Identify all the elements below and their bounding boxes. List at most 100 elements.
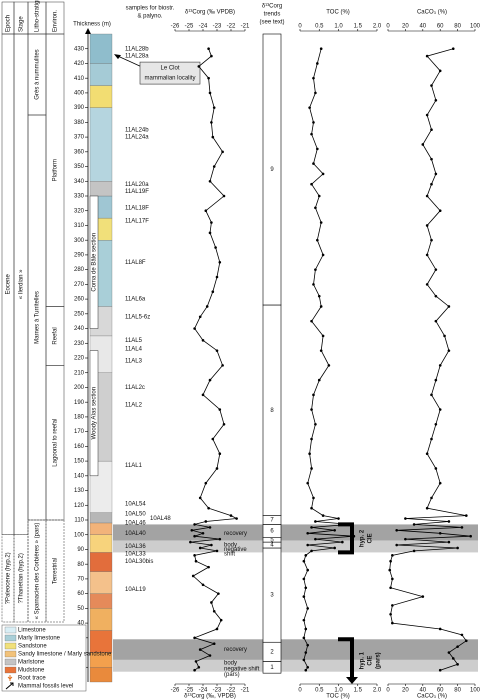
sample-label: 10AL33 [125, 551, 146, 557]
unit-label: Marnes à Turritelles [35, 291, 41, 344]
x-tick-label: 60 [437, 24, 444, 30]
data-point [306, 665, 310, 669]
samples-header: & palyno. [137, 14, 162, 20]
data-point [222, 194, 226, 198]
data-point [235, 517, 238, 520]
data-point [312, 76, 315, 80]
sample-label: 11AL20a [125, 182, 149, 188]
data-point [210, 543, 213, 547]
unit-label: Platform [53, 159, 59, 181]
data-point [395, 529, 399, 532]
data-point [460, 633, 464, 637]
thickness-tick-label: 400 [74, 90, 85, 96]
lithology-layer [89, 608, 113, 631]
annotation: negative [224, 547, 247, 553]
cie-band [113, 540, 478, 553]
locality-arrow [117, 55, 141, 67]
profile-line [389, 48, 471, 671]
data-point [306, 568, 310, 572]
data-point [308, 452, 311, 456]
trend-label: 1 [270, 665, 274, 671]
column-header: Epoch [6, 15, 12, 32]
data-point [430, 157, 433, 161]
cie-label: CIE [368, 656, 374, 666]
x-tick-label: 60 [437, 688, 444, 694]
thickness-tick-label: 120 [74, 503, 85, 509]
data-point [465, 514, 468, 517]
x-tick-label: 40 [419, 688, 426, 694]
data-point [229, 514, 233, 517]
data-point [469, 534, 472, 538]
data-point [310, 467, 313, 470]
data-point [314, 422, 317, 426]
axis-arrow [85, 28, 91, 34]
annotation: body [224, 543, 237, 549]
thickness-tick-label: 50 [77, 606, 84, 612]
data-point [218, 537, 222, 541]
data-point [208, 91, 212, 95]
sample-label: 11AL6a [125, 297, 146, 303]
data-point [447, 349, 451, 352]
thickness-tick-label: 350 [74, 164, 85, 170]
data-point [389, 559, 392, 563]
x-tick-label: -25 [185, 688, 194, 694]
cie-band [113, 639, 478, 660]
data-point [388, 568, 392, 572]
data-point [207, 565, 210, 569]
data-point [404, 537, 407, 541]
data-point [412, 549, 416, 553]
data-point [438, 668, 442, 672]
x-tick-label: 1.5 [354, 24, 363, 30]
thickness-tick-label: 380 [74, 120, 85, 126]
data-point [190, 529, 194, 532]
trends-title: (see text) [259, 20, 284, 26]
thickness-tick-label: 300 [74, 238, 85, 244]
data-point [438, 408, 442, 411]
thickness-tick-label: 220 [74, 356, 85, 362]
locality-arrowhead [114, 54, 121, 60]
lithology-layer [89, 593, 113, 609]
data-point [304, 627, 308, 631]
data-point [210, 121, 213, 124]
data-point [194, 559, 198, 563]
x-tick-label: -23 [213, 24, 222, 30]
data-point [208, 654, 212, 657]
thickness-tick-label: 240 [74, 326, 85, 332]
data-point [434, 172, 438, 176]
sample-label: 11AL17F [125, 219, 149, 225]
data-point [404, 517, 407, 520]
data-point [321, 253, 325, 257]
x-tick-label: 0.5 [315, 24, 324, 30]
sample-label: 11AL28b [125, 46, 149, 52]
chart-title: TOC (%) [326, 10, 350, 16]
sample-label: 11AL2 [125, 403, 143, 409]
x-tick-label: 1.0 [334, 688, 343, 694]
data-point [425, 452, 429, 456]
cie-label: hyp. 2 [360, 529, 366, 547]
x-tick-label: -24 [199, 688, 208, 694]
data-point [310, 319, 313, 323]
data-point [312, 162, 315, 165]
data-point [215, 467, 219, 470]
section-box [89, 350, 99, 477]
chart-title: δ¹³Corg (‰ VPDB) [185, 10, 235, 16]
data-point [310, 526, 313, 529]
sample-label: 11AL2c [125, 385, 145, 391]
lithology-layer [89, 534, 113, 553]
data-point [312, 393, 315, 397]
data-point [212, 106, 216, 109]
sample-label: 10AL48 [150, 516, 171, 522]
legend-swatch [4, 650, 17, 658]
data-point [421, 595, 425, 598]
data-point [194, 660, 198, 663]
thickness-tick-label: 210 [74, 370, 85, 376]
unit-label: Lagoonal to reefal [53, 419, 59, 467]
x-tick-label: -22 [227, 688, 236, 694]
data-point [425, 194, 429, 198]
data-point [193, 636, 196, 640]
data-point [214, 246, 217, 249]
sample-label: 11AL28a [125, 54, 149, 60]
data-point [425, 54, 429, 58]
data-point [430, 84, 433, 87]
